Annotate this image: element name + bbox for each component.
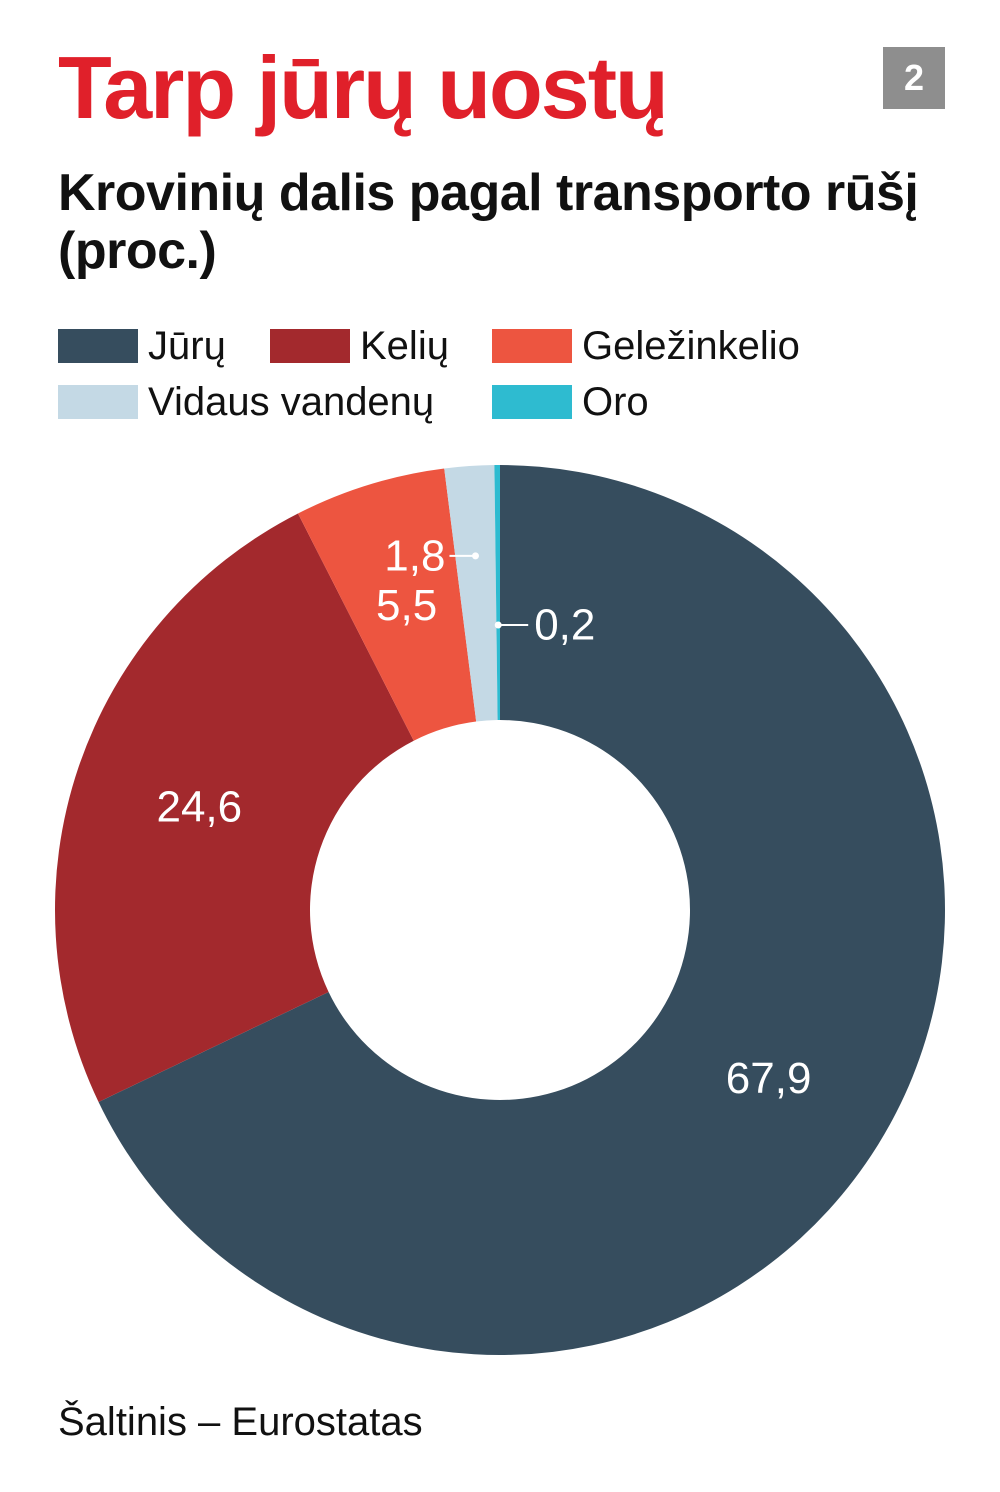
figure-number-badge: 2	[883, 47, 945, 109]
data-label-keliu: 24,6	[156, 783, 242, 832]
donut-chart: 67,9 24,6 5,51,8 0,2	[54, 465, 945, 1355]
legend-item-vidaus-vandenu: Vidaus vandenų	[58, 379, 435, 424]
chart-title: Tarp jūrų uostų	[58, 38, 669, 137]
legend-item-juru: Jūrų	[58, 323, 226, 368]
donut-slice-vidaus-vandenu	[444, 465, 498, 722]
legend-swatch-juru	[58, 329, 138, 363]
donut-slice-gelezinkelio	[297, 468, 477, 741]
donut-slice-oro	[494, 465, 500, 721]
legend-swatch-keliu	[270, 329, 350, 363]
chart-subtitle: Krovinių dalis pagal transporto rūšį (pr…	[58, 164, 919, 281]
data-label-juru: 67,9	[726, 1054, 812, 1103]
legend-label-vidaus-vandenu: Vidaus vandenų	[148, 379, 435, 424]
legend-swatch-gelezinkelio	[492, 329, 572, 363]
legend-label-gelezinkelio: Geležinkelio	[582, 323, 800, 368]
legend-item-gelezinkelio: Geležinkelio	[492, 323, 800, 368]
donut-slice-juru	[98, 465, 945, 1355]
data-label-gelezinkelio: 5,5	[376, 581, 437, 630]
legend-item-keliu: Kelių	[270, 323, 449, 368]
legend-item-oro: Oro	[492, 379, 649, 424]
legend-swatch-vidaus-vandenu	[58, 385, 138, 419]
data-label-vidaus-vandenu: 1,8	[384, 531, 445, 580]
legend-swatch-oro	[492, 385, 572, 419]
source-note: Šaltinis – Eurostatas	[58, 1400, 423, 1444]
legend-label-juru: Jūrų	[148, 323, 226, 368]
legend-label-keliu: Kelių	[360, 323, 449, 368]
data-label-oro: 0,2	[534, 601, 595, 650]
legend-label-oro: Oro	[582, 379, 649, 424]
donut-slice-keliu	[54, 513, 414, 1102]
